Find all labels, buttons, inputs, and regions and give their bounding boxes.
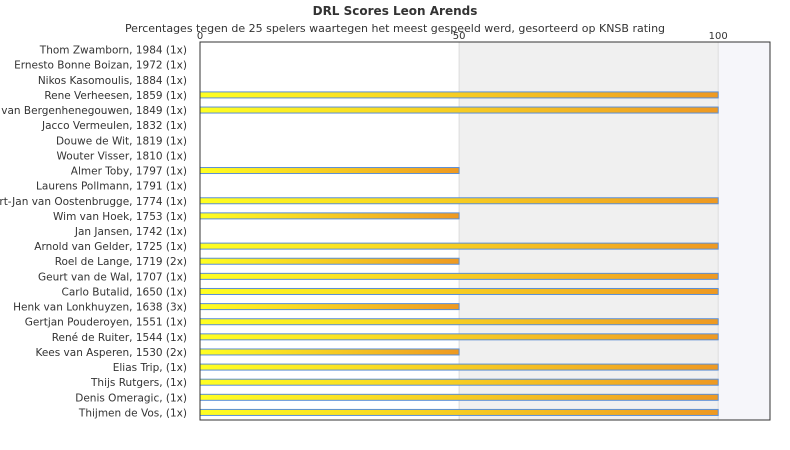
category-label: Elias Trip, (1x) — [113, 362, 187, 374]
bar — [199, 257, 460, 265]
bar — [199, 393, 719, 401]
category-label: Wim van Hoek, 1753 (1x) — [53, 211, 187, 223]
category-label: Thom Zwamborn, 1984 (1x) — [39, 45, 187, 57]
category-label: Jan van Bergenhenegouwen, 1849 (1x) — [0, 105, 187, 117]
category-label: Wouter Visser, 1810 (1x) — [57, 150, 188, 162]
bar — [199, 303, 460, 311]
chart-subtitle: Percentages tegen de 25 spelers waartege… — [124, 22, 666, 35]
category-label: Roel de Lange, 1719 (2x) — [55, 256, 187, 268]
category-label: Jan Jansen, 1742 (1x) — [74, 226, 187, 238]
category-label: Denis Omeragic, (1x) — [75, 392, 187, 404]
category-label: Henk van Lonkhuyzen, 1638 (3x) — [13, 302, 187, 314]
x-tick-label: 0 — [197, 31, 203, 42]
category-label: Carlo Butalid, 1650 (1x) — [62, 286, 188, 298]
category-label: Jacco Vermeulen, 1832 (1x) — [41, 120, 187, 132]
category-label: Nikos Kasomoulis, 1884 (1x) — [38, 75, 187, 87]
bar — [199, 167, 460, 175]
bar — [199, 378, 719, 386]
x-tick-label: 50 — [453, 31, 466, 42]
bar — [199, 333, 719, 341]
bar — [199, 287, 719, 295]
bar — [199, 348, 460, 356]
plot-background — [200, 42, 770, 420]
category-label: Almer Toby, 1797 (1x) — [71, 166, 187, 178]
band-50-100 — [459, 42, 719, 420]
bar-series — [199, 91, 719, 416]
category-label: Gertjan Pouderoyen, 1551 (1x) — [25, 317, 187, 329]
category-axis-labels: Thom Zwamborn, 1984 (1x) Ernesto Bonne Bo… — [0, 45, 187, 420]
bar — [199, 106, 719, 114]
category-label: Laurens Pollmann, 1791 (1x) — [36, 181, 187, 193]
category-label: Thijmen de Vos, (1x) — [78, 407, 187, 419]
category-label: Kees van Asperen, 1530 (2x) — [35, 347, 187, 359]
bar — [199, 212, 460, 220]
band-100-end — [718, 42, 770, 420]
category-label: Douwe de Wit, 1819 (1x) — [56, 135, 187, 147]
bar — [199, 318, 719, 326]
category-label: Ernesto Bonne Boizan, 1972 (1x) — [14, 60, 187, 72]
category-label: Rene Verheesen, 1859 (1x) — [44, 90, 187, 102]
bar — [199, 408, 719, 416]
chart-title: DRL Scores Leon Arends — [312, 4, 478, 18]
x-tick-label: 100 — [709, 31, 728, 42]
band-0-50 — [200, 42, 460, 420]
bar — [199, 363, 719, 371]
bar — [199, 242, 719, 250]
bar — [199, 272, 719, 280]
bar — [199, 91, 719, 99]
category-label: René de Ruiter, 1544 (1x) — [52, 332, 187, 344]
category-label: Thijs Rutgers, (1x) — [90, 377, 187, 389]
category-label: Gert-Jan van Oostenbrugge, 1774 (1x) — [0, 196, 187, 208]
plot-frame — [199, 41, 771, 421]
bar — [199, 197, 719, 205]
category-label: Arnold van Gelder, 1725 (1x) — [34, 241, 187, 253]
category-label: Geurt van de Wal, 1707 (1x) — [38, 271, 187, 283]
value-axis-labels: 0 50 100 — [197, 31, 728, 42]
